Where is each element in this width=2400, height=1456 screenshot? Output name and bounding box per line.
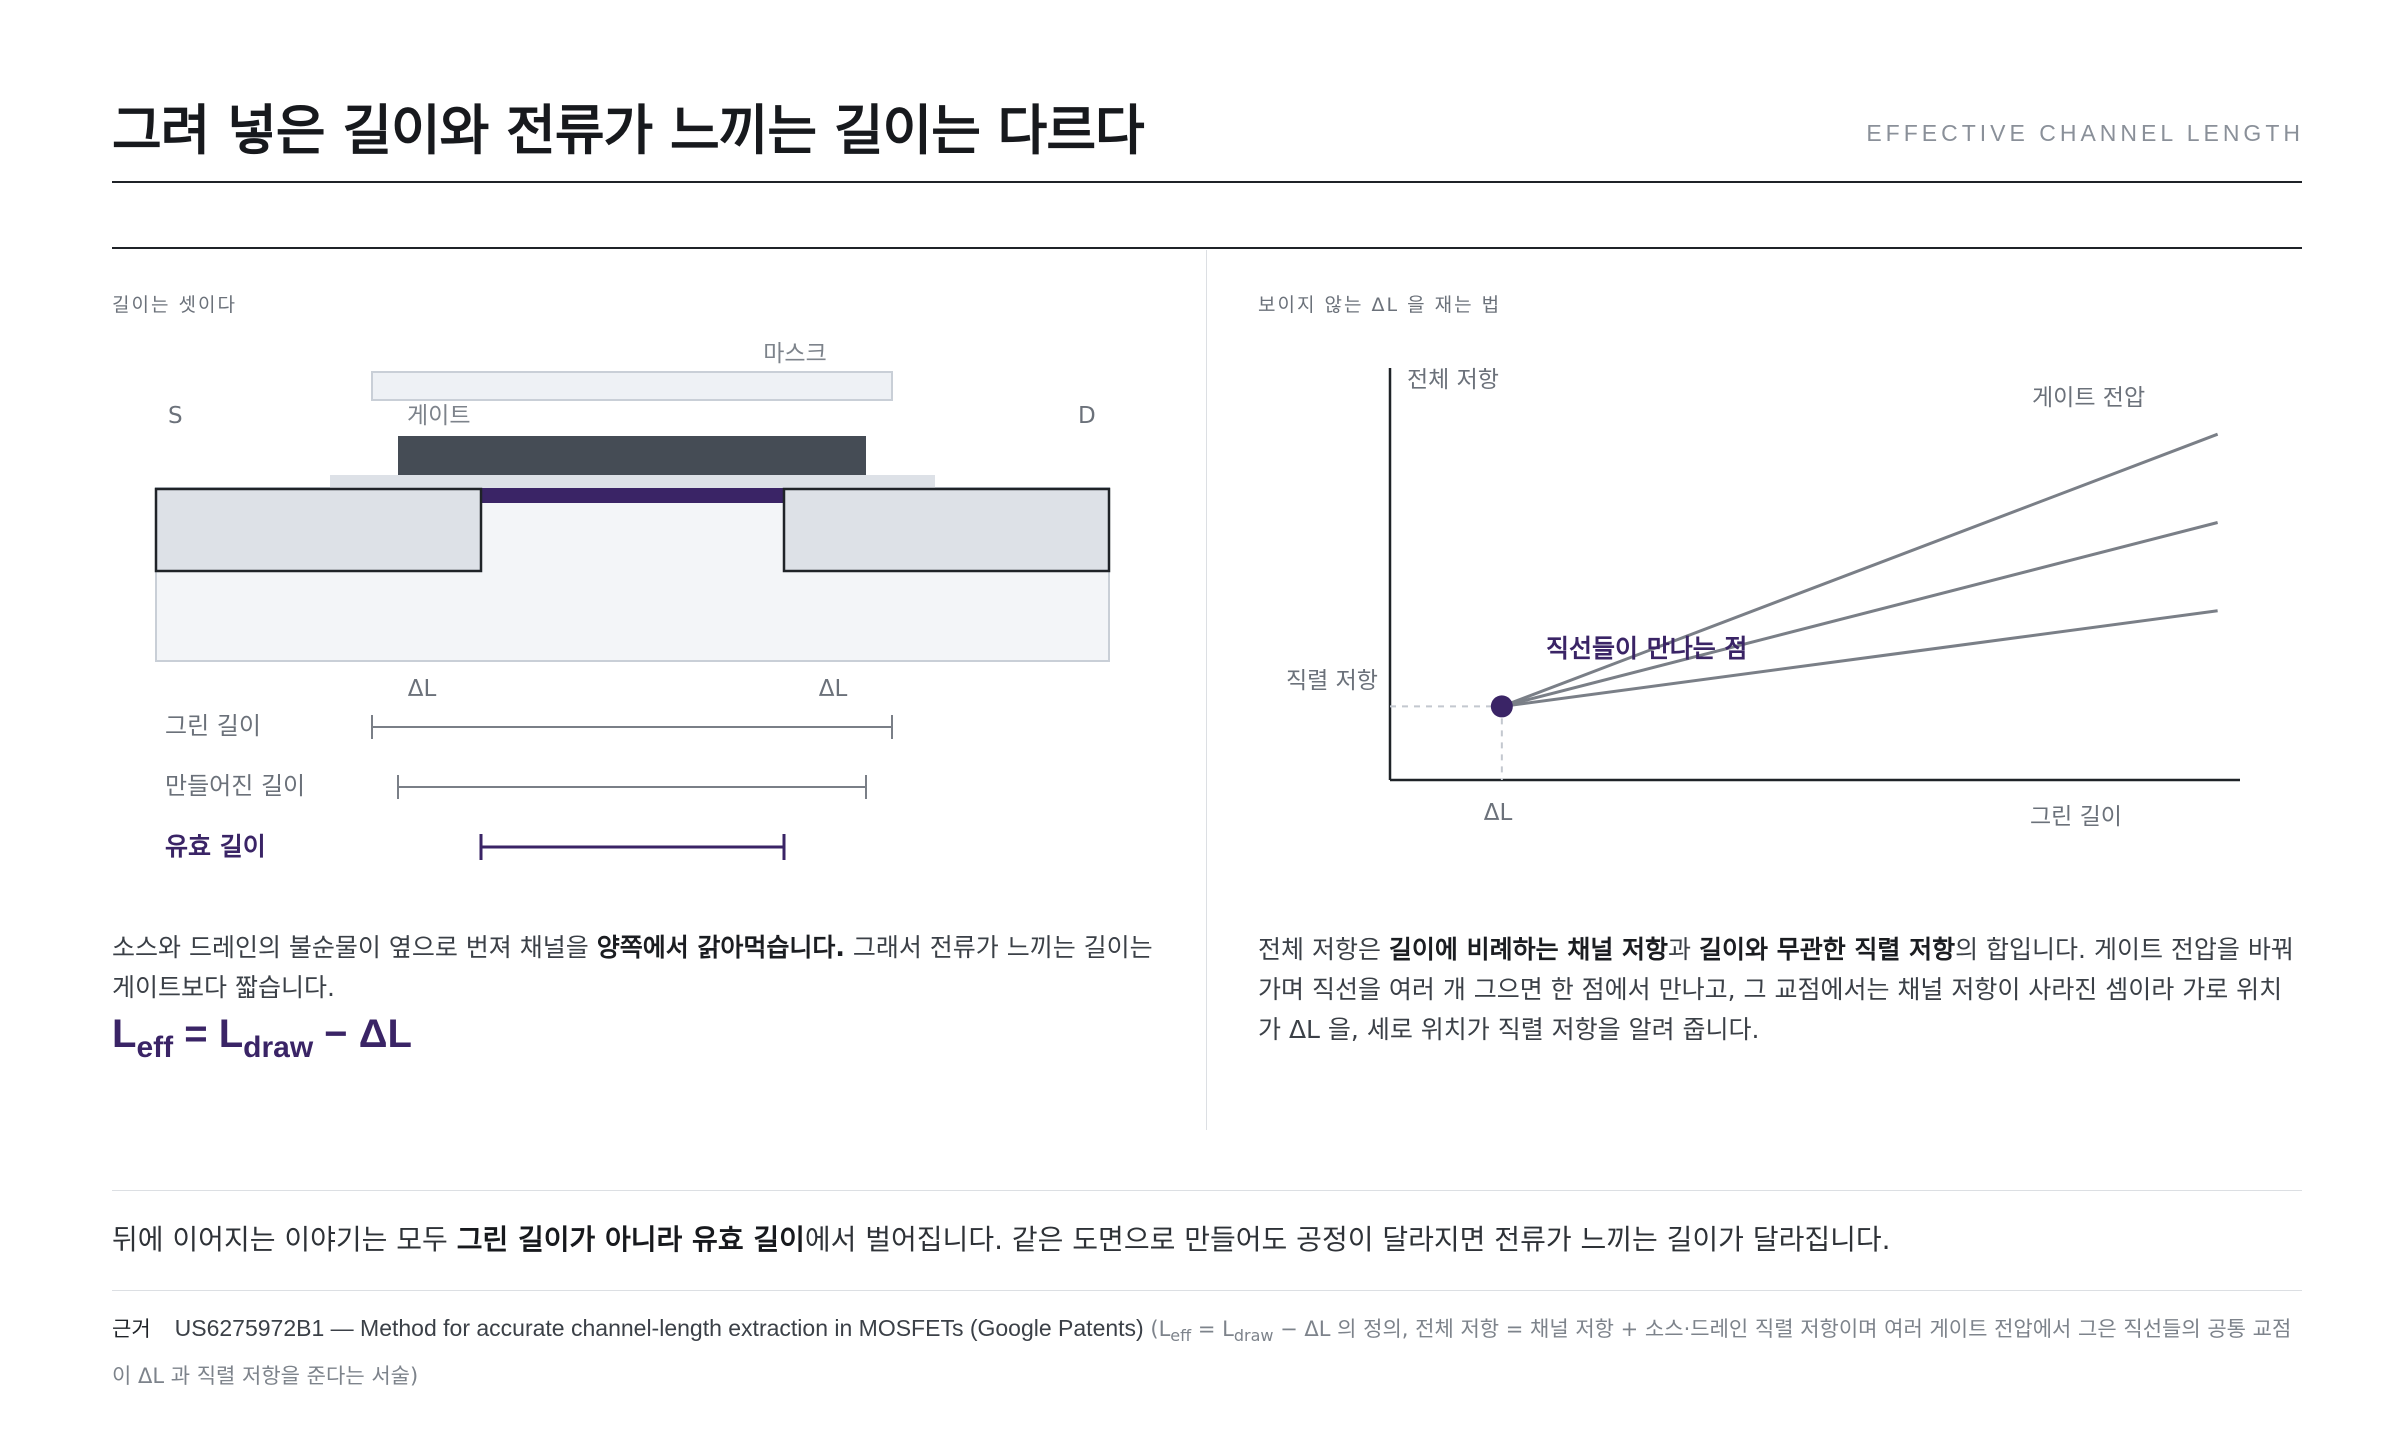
header-rule: [112, 181, 2302, 183]
effective-length-bar: [479, 834, 786, 860]
mask-label: 마스크: [763, 341, 826, 367]
series-label: 게이트 전압: [2032, 385, 2145, 411]
effective-channel: [480, 488, 784, 503]
panel-divider: [1206, 250, 1207, 1130]
intersection-label: 직선들이 만나는 점: [1546, 634, 1747, 663]
right-explanation: 전체 저항은 길이에 비례하는 채널 저항과 길이와 무관한 직렬 저항의 합입…: [1258, 935, 2294, 1044]
intersection-x-label: ΔL: [1484, 800, 1513, 826]
left-explanation: 소스와 드레인의 불순물이 옆으로 번져 채널을 양쪽에서 갉아먹습니다. 그래…: [112, 933, 1153, 1002]
gate-voltage-line-2: [1501, 521, 2219, 708]
gate-label: 게이트: [407, 403, 470, 429]
source-region: [154, 487, 483, 573]
effective-length-label: 유효 길이: [165, 832, 266, 861]
intersection-y-label: 직렬 저항: [1286, 668, 1378, 694]
citation-key: 근거: [112, 1317, 151, 1341]
left-section-label: 길이는 셋이다: [112, 294, 237, 316]
mask-bar: [371, 371, 893, 401]
drain-label: D: [1078, 403, 1096, 429]
drawn-length-bar: [371, 715, 893, 739]
gate-voltage-line-1: [1501, 432, 2219, 708]
channel-length-extraction-chart: 전체 저항 그린 길이 게이트 전압 직렬 저항 ΔL 직선들이 만나는 점: [1286, 367, 2240, 830]
delta-l-left: ΔL: [408, 676, 437, 702]
delta-l-right: ΔL: [819, 676, 848, 702]
closing-statement: 뒤에 이어지는 이야기는 모두 그린 길이가 아니라 유효 길이에서 벌어집니다…: [112, 1223, 1891, 1256]
y-axis-label: 전체 저항: [1407, 367, 1499, 393]
x-axis-label: 그린 길이: [2030, 804, 2122, 830]
gate-oxide: [330, 475, 935, 488]
citation-title: US6275972B1 — Method for accurate channe…: [174, 1315, 1144, 1341]
source-label: S: [168, 403, 183, 429]
mosfet-cross-section-diagram: 마스크 S 게이트 D ΔL ΔL 그린 길이 만들어진 길이 유효 길이: [154, 341, 1111, 861]
footer-rule-top: [112, 1190, 2302, 1191]
page-eyebrow: EFFECTIVE CHANNEL LENGTH: [1866, 120, 2304, 146]
gate-voltage-line-3: [1501, 609, 2218, 708]
right-section-label: 보이지 않는 ΔL 을 재는 법: [1258, 294, 1502, 316]
source-citation: 근거 US6275972B1 — Method for accurate chan…: [112, 1315, 2292, 1389]
drawn-length-label: 그린 길이: [165, 712, 261, 740]
gate-electrode: [398, 436, 866, 475]
footer-rule-bottom: [112, 1290, 2302, 1291]
physical-length-bar: [397, 775, 867, 799]
effective-length-formula: Leff = Ldraw − ΔL: [112, 1012, 412, 1064]
physical-length-label: 만들어진 길이: [165, 772, 305, 800]
section-top-rule: [112, 247, 2302, 249]
drain-region: [782, 487, 1111, 573]
intersection-point: [1490, 695, 1513, 718]
page-title: 그려 넣은 길이와 전류가 느끼는 길이는 다르다: [112, 99, 1145, 162]
